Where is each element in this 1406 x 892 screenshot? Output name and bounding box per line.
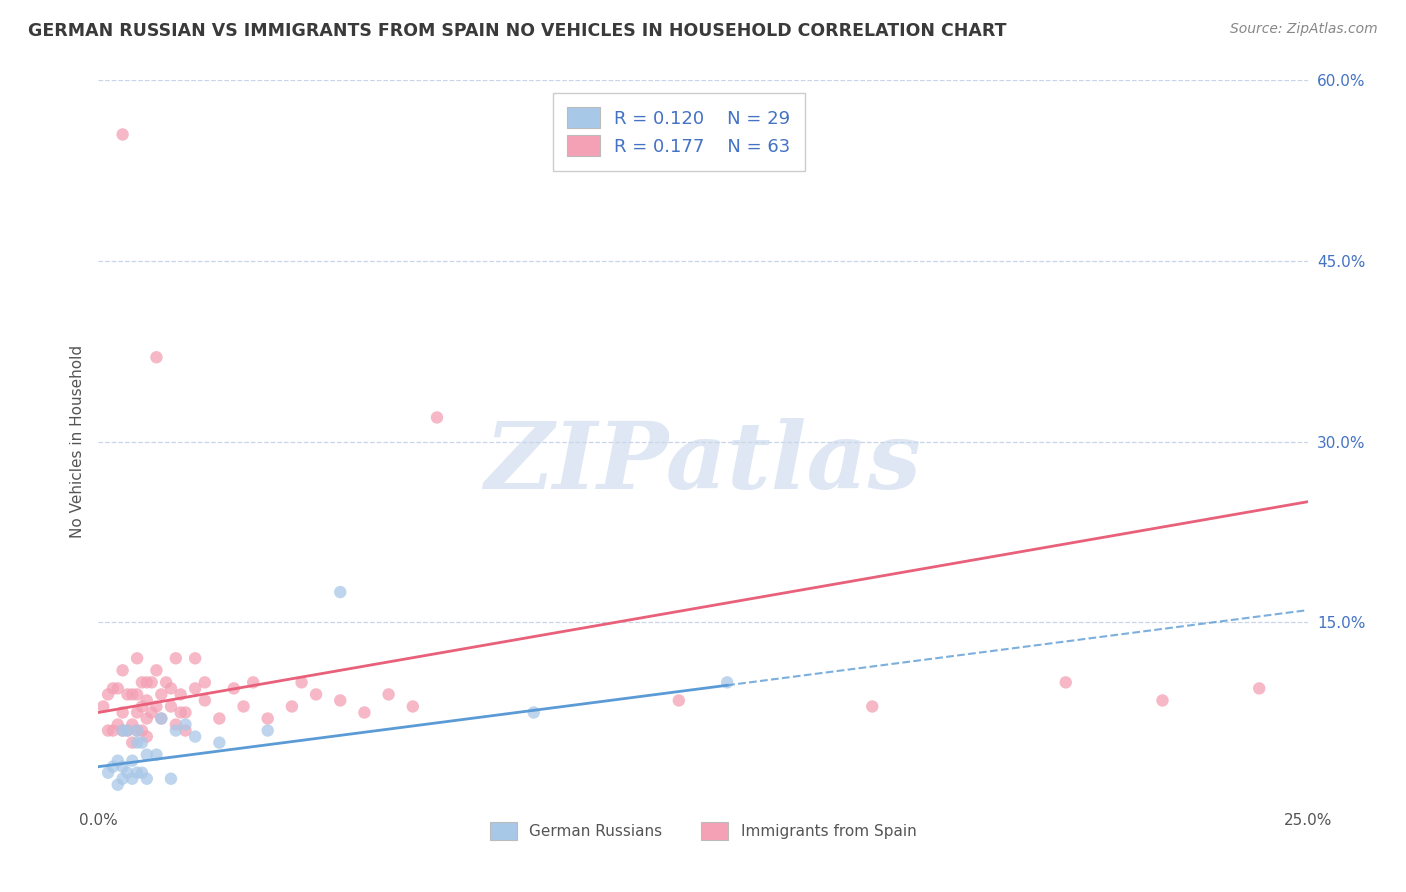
Point bbox=[107, 754, 129, 768]
Point bbox=[111, 760, 134, 774]
Point bbox=[232, 699, 254, 714]
Point bbox=[150, 687, 173, 701]
Point bbox=[281, 699, 304, 714]
Point bbox=[174, 706, 197, 720]
Point bbox=[127, 706, 149, 720]
Point bbox=[169, 706, 191, 720]
Point bbox=[716, 675, 738, 690]
Point bbox=[131, 675, 153, 690]
Point bbox=[101, 760, 124, 774]
Point bbox=[121, 735, 143, 749]
Point bbox=[329, 585, 352, 599]
Point bbox=[668, 693, 690, 707]
Point bbox=[160, 772, 183, 786]
Point bbox=[135, 675, 157, 690]
Point bbox=[117, 687, 139, 701]
Point bbox=[194, 675, 217, 690]
Point bbox=[208, 712, 231, 726]
Point bbox=[174, 723, 197, 738]
Point bbox=[135, 712, 157, 726]
Point bbox=[165, 651, 187, 665]
Point bbox=[107, 717, 129, 731]
Point bbox=[160, 699, 183, 714]
Point bbox=[165, 723, 187, 738]
Point bbox=[101, 723, 124, 738]
Point bbox=[111, 706, 134, 720]
Point bbox=[256, 712, 278, 726]
Point bbox=[97, 723, 120, 738]
Point bbox=[127, 765, 149, 780]
Point bbox=[222, 681, 245, 696]
Point bbox=[1054, 675, 1077, 690]
Point bbox=[377, 687, 399, 701]
Point bbox=[131, 765, 153, 780]
Point bbox=[117, 723, 139, 738]
Point bbox=[169, 687, 191, 701]
Point bbox=[135, 747, 157, 762]
Y-axis label: No Vehicles in Household: No Vehicles in Household bbox=[69, 345, 84, 538]
Point bbox=[305, 687, 328, 701]
Point bbox=[135, 730, 157, 744]
Point bbox=[107, 681, 129, 696]
Point bbox=[426, 410, 449, 425]
Point bbox=[127, 735, 149, 749]
Point bbox=[290, 675, 312, 690]
Point bbox=[329, 693, 352, 707]
Point bbox=[165, 717, 187, 731]
Point bbox=[145, 664, 167, 678]
Point bbox=[141, 675, 163, 690]
Point bbox=[101, 681, 124, 696]
Point bbox=[145, 747, 167, 762]
Legend: German Russians, Immigrants from Spain: German Russians, Immigrants from Spain bbox=[484, 816, 922, 846]
Point bbox=[131, 735, 153, 749]
Point bbox=[150, 712, 173, 726]
Point bbox=[131, 723, 153, 738]
Point bbox=[155, 675, 177, 690]
Point bbox=[242, 675, 264, 690]
Point bbox=[184, 681, 207, 696]
Point bbox=[135, 772, 157, 786]
Point bbox=[121, 717, 143, 731]
Point bbox=[111, 723, 134, 738]
Point bbox=[402, 699, 425, 714]
Point bbox=[184, 651, 207, 665]
Point bbox=[256, 723, 278, 738]
Point bbox=[860, 699, 883, 714]
Point bbox=[111, 128, 134, 142]
Point bbox=[1152, 693, 1174, 707]
Point bbox=[107, 778, 129, 792]
Point bbox=[353, 706, 375, 720]
Point bbox=[131, 699, 153, 714]
Point bbox=[145, 699, 167, 714]
Point bbox=[1249, 681, 1271, 696]
Point bbox=[117, 765, 139, 780]
Point bbox=[127, 687, 149, 701]
Point bbox=[111, 772, 134, 786]
Point bbox=[150, 712, 173, 726]
Point bbox=[194, 693, 217, 707]
Point bbox=[208, 735, 231, 749]
Text: GERMAN RUSSIAN VS IMMIGRANTS FROM SPAIN NO VEHICLES IN HOUSEHOLD CORRELATION CHA: GERMAN RUSSIAN VS IMMIGRANTS FROM SPAIN … bbox=[28, 22, 1007, 40]
Point bbox=[111, 723, 134, 738]
Point bbox=[141, 706, 163, 720]
Point bbox=[135, 693, 157, 707]
Text: ZIPatlas: ZIPatlas bbox=[485, 418, 921, 508]
Point bbox=[121, 772, 143, 786]
Text: Source: ZipAtlas.com: Source: ZipAtlas.com bbox=[1230, 22, 1378, 37]
Point bbox=[91, 699, 114, 714]
Point bbox=[117, 723, 139, 738]
Point bbox=[523, 706, 546, 720]
Point bbox=[121, 754, 143, 768]
Point bbox=[127, 723, 149, 738]
Point bbox=[160, 681, 183, 696]
Point bbox=[127, 651, 149, 665]
Point bbox=[97, 687, 120, 701]
Point bbox=[184, 730, 207, 744]
Point bbox=[174, 717, 197, 731]
Point bbox=[111, 664, 134, 678]
Point bbox=[97, 765, 120, 780]
Point bbox=[121, 687, 143, 701]
Point bbox=[145, 350, 167, 364]
Point bbox=[127, 723, 149, 738]
